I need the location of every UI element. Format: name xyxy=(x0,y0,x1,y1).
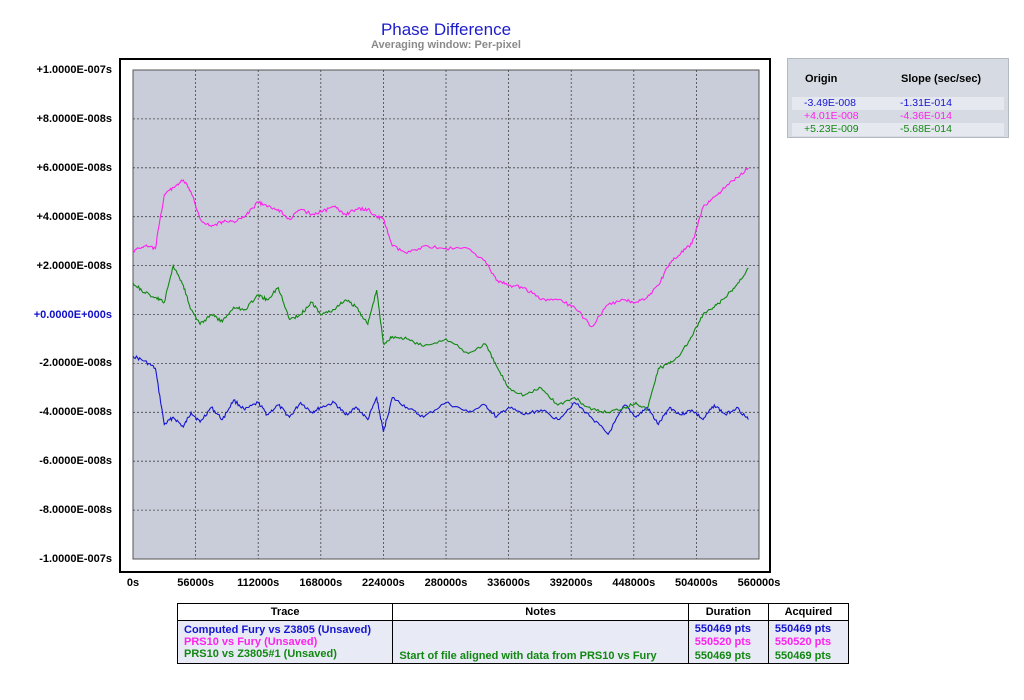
series-line-3 xyxy=(132,263,749,414)
x-tick-label: 392000s xyxy=(549,577,593,589)
trace-table: Trace Notes Duration Acquired Computed F… xyxy=(176,603,850,664)
trace-name: PRS10 vs Z3805#1 (Unsaved) xyxy=(176,648,394,664)
y-tick-label: -8.0000E-008s xyxy=(39,504,112,517)
trace-notes xyxy=(392,636,689,648)
series-line-2 xyxy=(132,167,749,328)
x-tick-label: 448000s xyxy=(612,577,656,589)
y-tick-label: +8.0000E-008s xyxy=(36,112,112,125)
trace-duration: 550469 pts xyxy=(687,620,769,636)
x-tick-label: 280000s xyxy=(424,577,468,589)
fit-origin-1: -3.49E-008 xyxy=(804,97,856,109)
fit-origin-2: +4.01E-008 xyxy=(804,110,859,122)
trace-notes: Start of file aligned with data from PRS… xyxy=(392,648,689,664)
y-tick-label: -4.0000E-008s xyxy=(39,406,112,419)
trace-duration: 550469 pts xyxy=(687,648,769,664)
chart-title: Phase Difference xyxy=(380,20,512,39)
x-tick-label: 0s xyxy=(126,577,140,589)
trace-row-1[interactable]: Computed Fury vs Z3805 (Unsaved) 550469 … xyxy=(176,620,850,636)
trace-name: PRS10 vs Fury (Unsaved) xyxy=(176,636,394,648)
y-tick-label: +4.0000E-008s xyxy=(36,210,112,223)
trace-row-2[interactable]: PRS10 vs Fury (Unsaved) 550520 pts 55052… xyxy=(176,636,850,648)
x-tick-label: 560000s xyxy=(737,577,781,589)
duration-column-header[interactable]: Duration xyxy=(687,603,769,621)
trace-notes xyxy=(392,620,689,636)
y-tick-label: -6.0000E-008s xyxy=(39,455,112,468)
trace-acquired: 550469 pts xyxy=(767,620,850,636)
y-tick-label: +1.0000E-007s xyxy=(36,64,112,76)
trace-duration: 550520 pts xyxy=(687,636,769,648)
phase-difference-chart[interactable] xyxy=(0,0,1024,600)
slope-header: Slope (sec/sec) xyxy=(901,73,982,85)
trace-acquired: 550469 pts xyxy=(767,648,850,664)
fit-row-1: -3.49E-008 -1.31E-014 xyxy=(792,97,1004,110)
fit-row-3: +5.23E-009 -5.68E-014 xyxy=(792,123,1004,136)
x-tick-label: 504000s xyxy=(674,577,718,589)
fit-row-2: +4.01E-008 -4.36E-014 xyxy=(792,110,1004,123)
x-tick-label: 56000s xyxy=(177,577,214,589)
trace-column-header[interactable]: Trace xyxy=(176,603,394,621)
fit-slope-1: -1.31E-014 xyxy=(900,97,952,109)
y-tick-label: -1.0000E-007s xyxy=(39,553,112,565)
origin-header: Origin xyxy=(805,73,838,85)
trace-name: Computed Fury vs Z3805 (Unsaved) xyxy=(176,620,394,636)
trace-row-3[interactable]: PRS10 vs Z3805#1 (Unsaved) Start of file… xyxy=(176,648,850,664)
y-tick-label: +2.0000E-008s xyxy=(36,259,112,272)
fit-slope-3: -5.68E-014 xyxy=(900,123,952,135)
chart-subtitle: Averaging window: Per-pixel xyxy=(371,39,521,51)
x-tick-label: 112000s xyxy=(237,577,280,589)
fit-origin-3: +5.23E-009 xyxy=(804,123,859,135)
y-tick-label: -2.0000E-008s xyxy=(39,357,112,370)
y-tick-label: +6.0000E-008s xyxy=(36,161,112,174)
x-tick-label: 168000s xyxy=(299,577,343,589)
fit-slope-2: -4.36E-014 xyxy=(900,110,952,122)
x-tick-label: 224000s xyxy=(361,577,405,589)
trace-acquired: 550520 pts xyxy=(767,636,850,648)
series-line-1 xyxy=(132,355,749,436)
y-tick-label: +0.0000E+000s xyxy=(33,308,112,321)
fit-results-panel: Origin Slope (sec/sec) -3.49E-008 -1.31E… xyxy=(787,58,1009,138)
acquired-column-header[interactable]: Acquired xyxy=(767,603,850,621)
notes-column-header[interactable]: Notes xyxy=(392,603,689,621)
x-tick-label: 336000s xyxy=(487,577,531,589)
